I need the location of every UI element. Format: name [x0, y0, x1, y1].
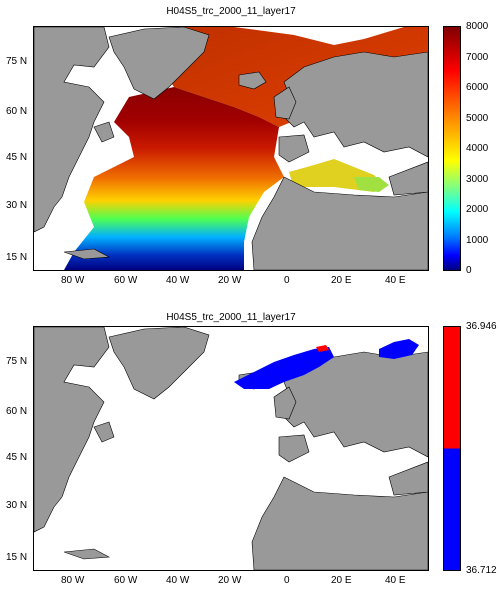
- x-tick-0: 0: [284, 575, 290, 586]
- middle-east: [388, 461, 428, 496]
- y-tick-15n: 15 N: [6, 552, 28, 563]
- british-isles: [273, 86, 297, 120]
- europe: [283, 51, 428, 158]
- caribbean-islands: [63, 248, 111, 260]
- eastern-med-field: [354, 177, 389, 192]
- blue-patch-norwegian-sea: [234, 347, 334, 389]
- x-tick-20e: 20 E: [331, 575, 352, 586]
- cbar-tick-7000: 7000: [466, 52, 489, 63]
- x-tick-0: 0: [284, 275, 290, 286]
- cbar-tick-3000: 3000: [466, 174, 489, 185]
- top-map-title: H04S5_trc_2000_11_layer17: [166, 6, 296, 17]
- y-tick-30n: 30 N: [6, 200, 28, 211]
- africa: [251, 176, 428, 270]
- y-tick-60n: 60 N: [6, 106, 28, 117]
- x-tick-20w: 20 W: [218, 575, 242, 586]
- cbar-tick-5000: 5000: [466, 113, 489, 124]
- y-tick-75n: 75 N: [6, 56, 28, 67]
- cbar-tick-8000: 8000: [466, 21, 489, 32]
- iceland: [238, 71, 267, 90]
- x-tick-40w: 40 W: [166, 575, 190, 586]
- x-tick-20e: 20 E: [331, 275, 352, 286]
- north-america: [34, 327, 110, 533]
- bottom-colorbar: [443, 326, 461, 571]
- y-tick-45n: 45 N: [6, 152, 28, 163]
- y-tick-15n: 15 N: [6, 252, 28, 263]
- y-tick-30n: 30 N: [6, 500, 28, 511]
- cbar-tick-2000: 2000: [466, 204, 489, 215]
- x-tick-60w: 60 W: [114, 575, 138, 586]
- y-tick-75n: 75 N: [6, 356, 28, 367]
- newfoundland: [93, 121, 115, 143]
- cbar-tick-max: 36.946: [466, 321, 497, 332]
- cbar-tick-4000: 4000: [466, 143, 489, 154]
- north-america: [34, 27, 110, 233]
- cbar-tick-1000: 1000: [466, 235, 489, 246]
- middle-east: [388, 161, 428, 196]
- british-isles: [273, 386, 297, 420]
- x-tick-60w: 60 W: [114, 275, 138, 286]
- cbar-tick-min: 36.712: [466, 565, 497, 576]
- iberia: [278, 134, 310, 163]
- x-tick-80w: 80 W: [61, 575, 85, 586]
- top-map-panel: H04S5_trc_2000_11_layer17: [6, 6, 489, 286]
- red-patch: [316, 345, 329, 352]
- bottom-map-plot: [33, 326, 429, 571]
- top-map-plot: [33, 26, 429, 271]
- top-colorbar: [443, 26, 461, 271]
- y-tick-45n: 45 N: [6, 452, 28, 463]
- x-tick-20w: 20 W: [218, 275, 242, 286]
- blue-patch-barents: [379, 339, 419, 359]
- north-atlantic-field: [64, 87, 284, 270]
- caribbean-islands: [63, 548, 111, 560]
- x-tick-40e: 40 E: [385, 575, 406, 586]
- greenland: [108, 27, 210, 100]
- x-tick-80w: 80 W: [61, 275, 85, 286]
- bottom-map-panel: H04S5_trc_2000_11_layer17 75 N 60 N 4: [0, 300, 500, 600]
- bottom-map-title: H04S5_trc_2000_11_layer17: [166, 312, 296, 323]
- cbar-tick-0: 0: [466, 265, 472, 276]
- greenland: [108, 327, 210, 400]
- x-tick-40e: 40 E: [385, 275, 406, 286]
- africa: [251, 476, 428, 570]
- y-tick-60n: 60 N: [6, 406, 28, 417]
- newfoundland: [93, 421, 115, 443]
- x-tick-40w: 40 W: [166, 275, 190, 286]
- iberia: [278, 434, 310, 463]
- europe: [283, 351, 428, 458]
- cbar-tick-6000: 6000: [466, 82, 489, 93]
